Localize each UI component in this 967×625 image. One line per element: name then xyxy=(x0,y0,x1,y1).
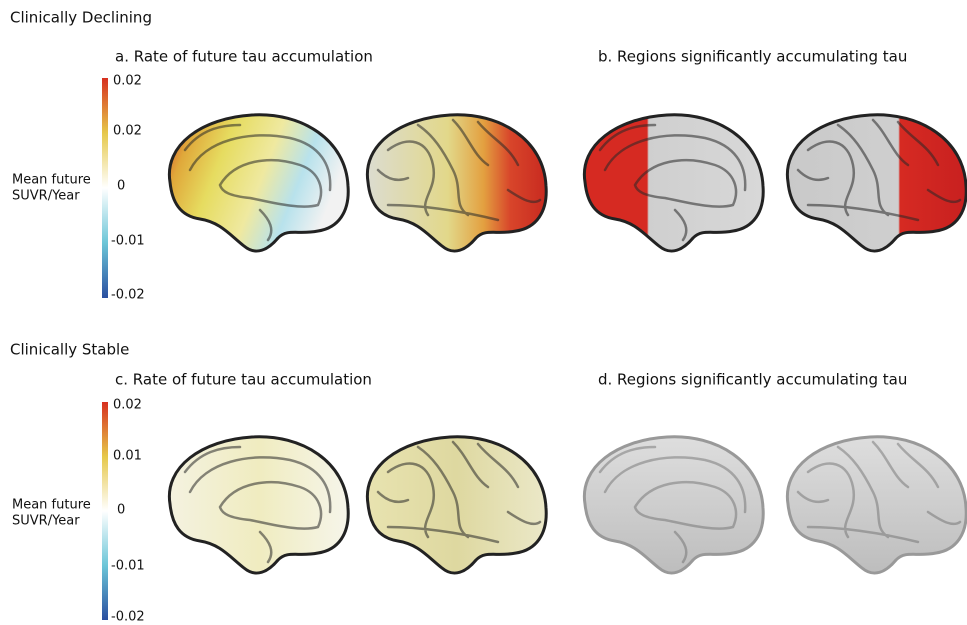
section-title: Clinically Declining xyxy=(10,9,152,27)
brain-lateral xyxy=(365,113,548,253)
brain-lateral xyxy=(365,435,548,575)
colorbar-tick: -0.02 xyxy=(111,288,145,303)
colorbar-label: SUVR/Year xyxy=(12,189,80,204)
colorbar-tick: 0 xyxy=(117,503,125,518)
colorbar-tick: 0.02 xyxy=(113,74,142,89)
brain-lateral xyxy=(785,435,967,575)
colorbar-label: SUVR/Year xyxy=(12,514,80,529)
colorbar-tick: -0.01 xyxy=(111,559,145,574)
panel-label: b. Regions significantly accumulating ta… xyxy=(598,48,907,66)
colorbar-tick: 0.02 xyxy=(113,124,142,139)
colorbar-tick: 0.01 xyxy=(113,449,142,464)
panel-label: d. Regions significantly accumulating ta… xyxy=(598,371,907,389)
section-title: Clinically Stable xyxy=(10,341,129,359)
colorbar xyxy=(102,78,108,298)
panel-label: a. Rate of future tau accumulation xyxy=(115,48,373,66)
brain-medial xyxy=(582,113,765,253)
colorbar-tick: 0.02 xyxy=(113,398,142,413)
colorbar-label: Mean future xyxy=(12,173,91,188)
colorbar-tick: -0.01 xyxy=(111,234,145,249)
panel-label: c. Rate of future tau accumulation xyxy=(115,371,372,389)
colorbar-tick: -0.02 xyxy=(111,610,145,625)
brain-medial xyxy=(167,435,350,575)
colorbar-tick: 0 xyxy=(117,179,125,194)
colorbar-label: Mean future xyxy=(12,498,91,513)
brain-medial xyxy=(582,435,765,575)
brain-medial xyxy=(167,113,350,253)
colorbar xyxy=(102,402,108,620)
brain-lateral xyxy=(785,113,967,253)
